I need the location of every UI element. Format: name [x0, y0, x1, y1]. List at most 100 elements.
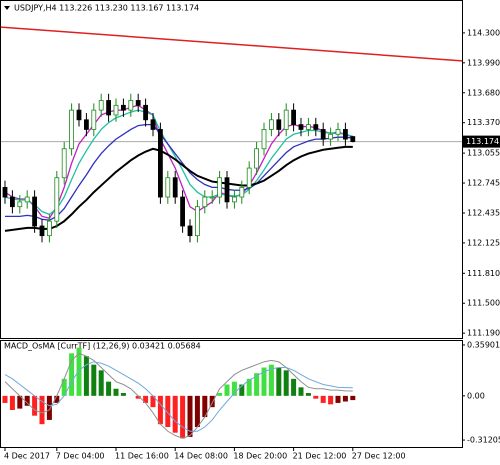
candle-body: [320, 129, 326, 140]
macd-bar: [143, 395, 149, 403]
macd-bar: [291, 378, 297, 396]
macd-bar: [231, 381, 237, 396]
chart-title: USDJPY,H4 113.226 113.230 113.167 113.17…: [14, 4, 199, 13]
price-label-box: [463, 135, 500, 148]
macd-bar: [165, 395, 171, 428]
candle-body: [239, 186, 245, 198]
candle-body: [157, 129, 163, 198]
y-tick-label: 113.990: [467, 58, 500, 67]
macd-bar: [54, 395, 60, 403]
candle-body: [328, 133, 334, 140]
macd-bar: [335, 395, 341, 403]
candle-body: [113, 104, 119, 116]
macd-bar: [120, 393, 126, 396]
x-tick-label: 4 Dec 2017: [4, 452, 50, 461]
macd-bar: [76, 347, 82, 396]
candle-body: [261, 129, 267, 150]
macd-bar: [313, 395, 319, 399]
macd-bar: [246, 378, 252, 396]
candle-body: [76, 109, 82, 121]
candle-body: [17, 201, 23, 208]
candle-body: [84, 119, 89, 130]
x-tick-label: 7 Dec 04:00: [56, 452, 105, 461]
candle-body: [172, 177, 178, 198]
macd-bar: [342, 395, 348, 402]
candle-body: [202, 196, 208, 208]
candle-body: [98, 100, 104, 111]
macd-bar: [46, 395, 52, 420]
candle-body: [276, 119, 282, 130]
y-tick-label: 112.125: [467, 238, 500, 247]
macd-bar: [350, 395, 356, 401]
candle-body: [209, 196, 215, 199]
y-tick-label: 0.35901: [467, 340, 500, 349]
macd-bar: [224, 384, 230, 396]
candle-body: [298, 124, 304, 130]
price-label: 113.174: [466, 137, 499, 146]
macd-bar: [187, 395, 193, 437]
x-tick-label: 14 Dec 08:00: [174, 452, 228, 461]
candle-body: [342, 129, 348, 140]
candle-body: [283, 109, 289, 130]
candle-body: [32, 196, 37, 227]
macd-bar: [305, 393, 311, 396]
macd-bar: [61, 378, 67, 396]
moving-average: [4, 145, 353, 232]
macd-bar: [91, 364, 97, 396]
macd-bar: [135, 395, 141, 399]
macd-bar: [180, 395, 186, 439]
candle-body: [254, 148, 260, 169]
macd-bar: [98, 370, 104, 396]
y-tick-label: 113.055: [467, 149, 500, 158]
y-tick-label: 111.500: [467, 299, 500, 308]
candle-body: [24, 196, 30, 203]
candle-body: [128, 100, 134, 111]
candle-body: [91, 109, 97, 130]
macd-bar: [202, 395, 208, 418]
macd-bar: [283, 370, 289, 396]
macd-bar: [239, 384, 245, 396]
macd-bar: [268, 364, 274, 396]
macd-bar: [276, 367, 282, 396]
macd-bar: [254, 373, 260, 396]
macd-bar: [24, 395, 30, 406]
candle-body: [268, 119, 274, 130]
x-tick-label: 21 Dec 12:00: [293, 452, 347, 461]
candle-body: [61, 148, 67, 179]
y-tick-label: 111.810: [467, 269, 500, 278]
candle-body: [39, 225, 45, 237]
candle-body: [106, 100, 111, 116]
candle-body: [335, 129, 341, 135]
x-tick-label: 11 Dec 16:00: [115, 452, 169, 461]
macd-bar: [298, 387, 304, 396]
macd-bar: [261, 367, 267, 396]
macd-title: MACD_OsMA [CurrTF] (12,26,9) 0.03421 0.0…: [4, 342, 201, 351]
candle-body: [313, 124, 319, 130]
candle-body: [224, 177, 230, 203]
trendline: [0, 26, 463, 62]
candle-body: [291, 109, 297, 126]
y-tick-label: 113.370: [467, 118, 500, 127]
menu-icon: [4, 6, 10, 10]
macd-bar: [172, 395, 178, 433]
x-tick-label: 27 Dec 12:00: [352, 452, 406, 461]
candle-body: [143, 104, 149, 121]
candle-body: [194, 206, 200, 237]
macd-bar: [17, 395, 23, 409]
price-panel: [0, 0, 463, 339]
macd-bar: [328, 395, 334, 405]
candle-body: [350, 136, 356, 143]
candle-body: [180, 196, 186, 227]
candle-body: [187, 225, 193, 237]
candle-body: [150, 119, 156, 130]
macd-bar: [194, 395, 200, 428]
x-tick-label: 18 Dec 20:00: [233, 452, 287, 461]
y-tick-label: 114.300: [467, 28, 500, 37]
macd-bar: [320, 395, 326, 403]
candle-body: [246, 167, 252, 188]
macd-bar: [113, 388, 119, 396]
candle-body: [54, 177, 60, 222]
y-tick-label: -0.31205: [467, 436, 500, 445]
candle-body: [121, 104, 126, 111]
